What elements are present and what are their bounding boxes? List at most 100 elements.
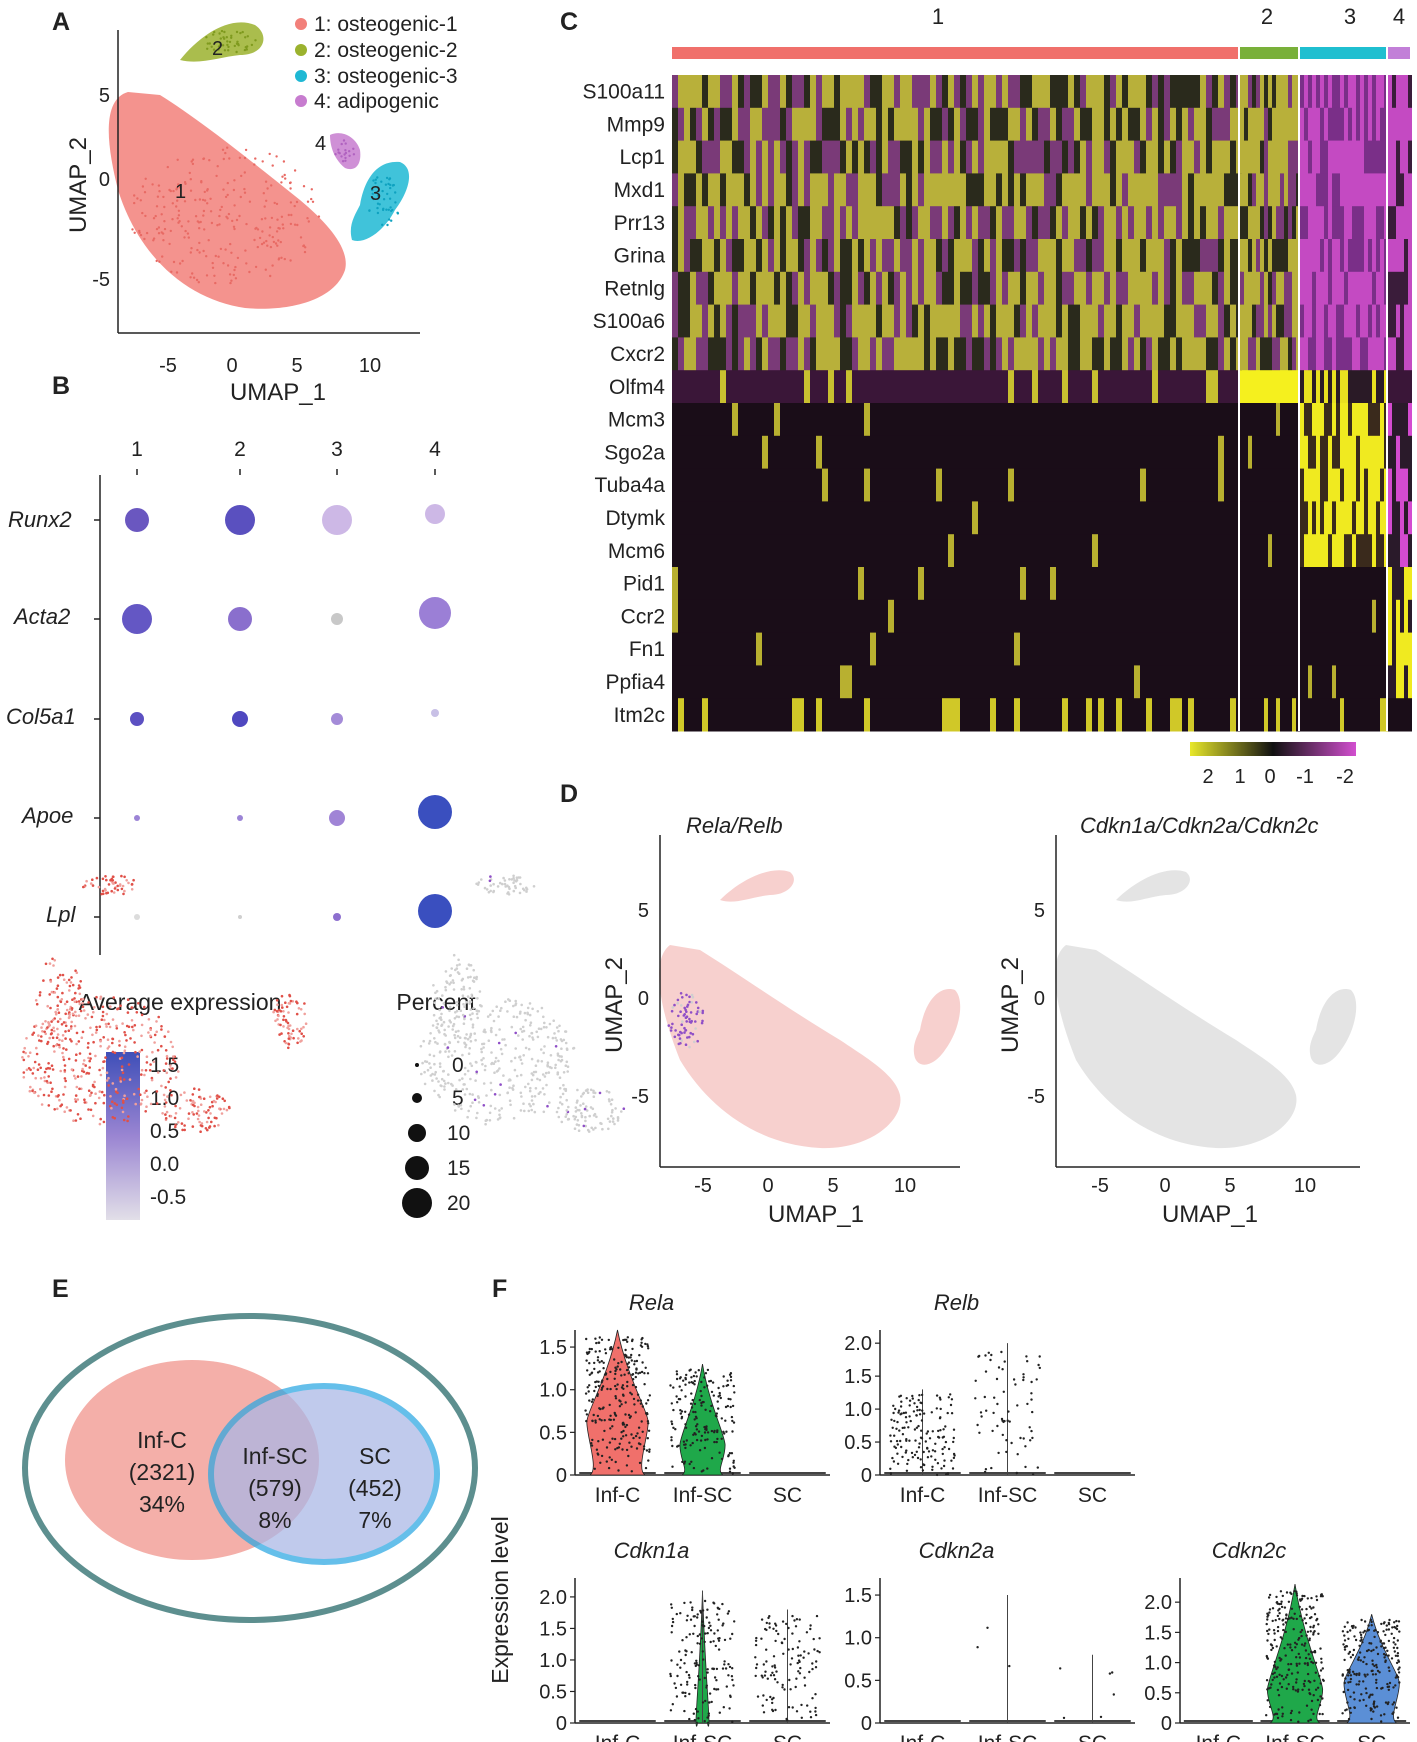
feature-dot [102, 1036, 105, 1039]
heatmap-cell [1020, 501, 1026, 535]
heatmap-cell [780, 173, 786, 207]
heatmap-cell [936, 435, 942, 470]
heatmap-cell [732, 140, 738, 174]
heatmap-cell [954, 403, 960, 437]
heatmap-cell [720, 435, 726, 470]
heatmap-cell [792, 140, 798, 174]
heatmap-cell [1300, 140, 1304, 174]
heatmap-cell [1170, 370, 1176, 404]
heatmap-cell [888, 107, 894, 142]
heatmap-cell [1320, 468, 1324, 502]
umap-dot-c3 [376, 202, 380, 205]
heatmap-cell [1182, 599, 1188, 634]
heatmap-cell [1240, 75, 1244, 109]
f-point [602, 1361, 605, 1365]
umap-dot-c1 [238, 156, 242, 159]
heatmap-cell [822, 173, 828, 207]
f-point [698, 1449, 702, 1452]
heatmap-cell [1026, 107, 1032, 142]
heatmap-cell [696, 698, 702, 732]
f-point [594, 1385, 597, 1389]
heatmap-cell [1372, 370, 1376, 404]
heatmap-cell [906, 665, 912, 699]
heatmap-cell [1110, 337, 1116, 371]
heatmap-cell [1304, 534, 1308, 568]
heatmap-cell [936, 140, 942, 174]
heatmap-cell [672, 698, 678, 732]
feature-dot [147, 1018, 151, 1021]
heatmap-cell [762, 599, 768, 634]
heatmap-cell [756, 468, 762, 502]
feature-dot [198, 1120, 201, 1124]
heatmap-cell [1116, 370, 1122, 404]
feature-dot [521, 1025, 525, 1029]
heatmap-cell [1164, 599, 1170, 634]
feature-dot [64, 1030, 67, 1033]
umap-dot-c3 [376, 176, 379, 179]
heatmap-cell [1408, 632, 1412, 666]
feature-dot [492, 882, 495, 886]
heatmap-cell [1256, 403, 1260, 437]
feature-dot [515, 876, 519, 879]
heatmap-cell [966, 173, 972, 207]
heatmap-cell [1212, 206, 1218, 240]
feature-dot [77, 1040, 81, 1043]
heatmap-cell [1080, 632, 1086, 666]
heatmap-cell [1086, 271, 1092, 306]
heatmap-cell [720, 403, 726, 437]
umap-dot-c1 [171, 218, 174, 221]
d-left-dots [21, 874, 308, 1133]
heatmap-cell [738, 435, 744, 470]
heatmap-cell [1182, 435, 1188, 470]
heatmap-cell [792, 239, 798, 273]
heatmap-cell [1056, 271, 1062, 306]
feature-dot [98, 1122, 102, 1126]
umap-dot-c1 [289, 222, 293, 226]
c-gene-label-10: Olfm4 [609, 376, 665, 399]
feature-dot [532, 885, 536, 888]
f-point [670, 1439, 673, 1442]
heatmap-cell [900, 501, 906, 535]
heatmap-cell [828, 665, 834, 699]
heatmap-cell [1328, 206, 1332, 240]
heatmap-cell [696, 665, 702, 699]
feature-dot [288, 1024, 292, 1027]
umap-dot-c1 [207, 239, 210, 242]
heatmap-cell [1400, 206, 1404, 240]
feature-dot [683, 1031, 686, 1034]
heatmap-cell [1200, 599, 1206, 634]
feature-dot [543, 1075, 547, 1078]
heatmap-cell [1376, 599, 1380, 634]
heatmap-cell [732, 337, 738, 371]
b-dot-apoe-4 [418, 795, 452, 829]
heatmap-cell [1240, 206, 1244, 240]
heatmap-cell [1268, 304, 1272, 338]
feature-dot [118, 884, 122, 887]
feature-dot [284, 1041, 288, 1045]
heatmap-cell [1098, 271, 1104, 306]
heatmap-cell [864, 173, 870, 207]
umap-dot-c1 [206, 188, 209, 191]
feature-dot [431, 1079, 434, 1082]
umap-dot-c3 [386, 223, 389, 227]
heatmap-cell [894, 304, 900, 338]
heatmap-cell [1032, 665, 1038, 699]
feature-dot [454, 968, 457, 972]
heatmap-cell [1396, 206, 1400, 240]
heatmap-cell [1206, 632, 1212, 666]
heatmap-cell [768, 468, 774, 502]
heatmap-cell [1244, 206, 1248, 240]
heatmap-cell [1304, 140, 1308, 174]
heatmap-cell [1260, 665, 1264, 699]
heatmap-cell [1376, 304, 1380, 338]
heatmap-cell [1224, 665, 1230, 699]
heatmap-cell [792, 468, 798, 502]
feature-dot [62, 1093, 65, 1096]
heatmap-cell [954, 304, 960, 338]
umap-dot-c1 [275, 230, 279, 233]
heatmap-cell [768, 403, 774, 437]
feature-dot [172, 1058, 175, 1061]
heatmap-cell [1368, 501, 1372, 535]
heatmap-cell [810, 435, 816, 470]
heatmap-cell [1248, 599, 1252, 634]
